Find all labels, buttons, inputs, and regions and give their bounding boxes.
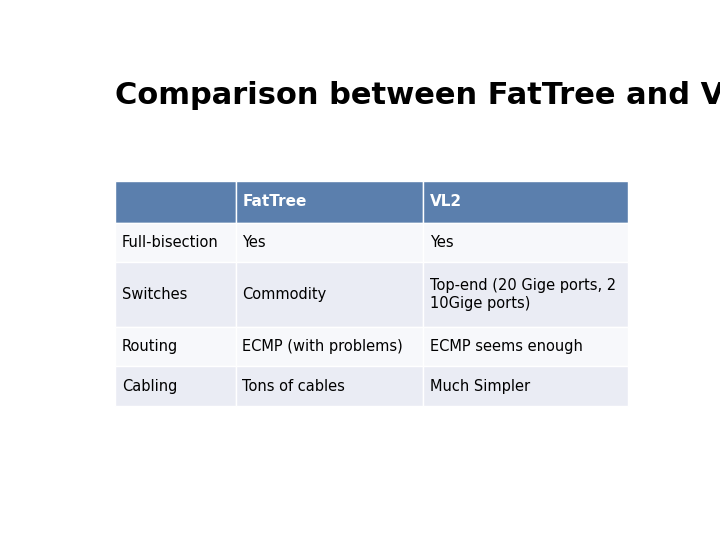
Bar (115, 262, 235, 327)
Bar (115, 181, 235, 222)
Text: Routing: Routing (122, 339, 178, 354)
Text: ECMP (with problems): ECMP (with problems) (243, 339, 403, 354)
Text: Tons of cables: Tons of cables (243, 379, 346, 394)
Bar (235, 366, 423, 406)
Bar (235, 222, 423, 262)
Bar (235, 262, 423, 327)
Text: Comparison between FatTree and VL2: Comparison between FatTree and VL2 (115, 82, 720, 111)
Bar (423, 222, 629, 262)
Bar (423, 327, 629, 366)
Text: Yes: Yes (243, 235, 266, 250)
Bar (115, 222, 235, 262)
Text: Commodity: Commodity (243, 287, 327, 302)
Text: ECMP seems enough: ECMP seems enough (430, 339, 582, 354)
Bar (423, 181, 629, 222)
Bar (423, 262, 629, 327)
Bar (235, 327, 423, 366)
Text: FatTree: FatTree (243, 194, 307, 210)
Bar (115, 327, 235, 366)
Text: Top-end (20 Gige ports, 2
10Gige ports): Top-end (20 Gige ports, 2 10Gige ports) (430, 278, 616, 311)
Bar (423, 366, 629, 406)
Bar (115, 366, 235, 406)
Bar (235, 181, 423, 222)
Text: Full-bisection: Full-bisection (122, 235, 219, 250)
Text: Cabling: Cabling (122, 379, 177, 394)
Text: Much Simpler: Much Simpler (430, 379, 530, 394)
Text: Switches: Switches (122, 287, 187, 302)
Text: VL2: VL2 (430, 194, 462, 210)
Text: Yes: Yes (430, 235, 454, 250)
